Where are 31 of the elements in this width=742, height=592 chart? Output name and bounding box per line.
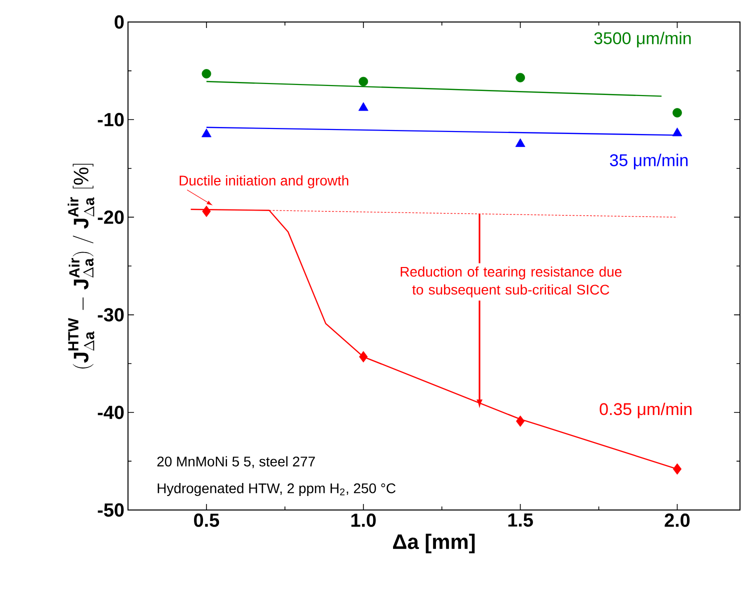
- y-tick-label: -30: [98, 308, 124, 322]
- point: [202, 128, 212, 138]
- y-axis-title: $\mathbf{(J}^{\mathbf{HTW}}_{\Delta\mathbf{a}}\mathbf{\ -\ J}^{\mathbf{Air}}_{\Delta\mathbf{a}}\mathbf{)\ /\ J}^{\mathbf{Air}}_{\Delta\mathbf{a}}\ \mathbf{[\%]}$: [68, 164, 94, 368]
- annotation: Reduction of tearing resistance due to subsequent sub-critical SICC: [400, 266, 622, 298]
- y-tick-label: -20: [98, 210, 124, 224]
- point: [672, 128, 682, 136]
- point: [358, 76, 368, 86]
- point: [202, 69, 212, 78]
- y-tick-label: -10: [98, 112, 124, 126]
- point: [202, 206, 211, 218]
- series-label: 35 μm/min: [610, 154, 688, 170]
- text: 0.35 μm/min: [600, 402, 692, 418]
- annotation: 20 MnMoNi 5 5, steel 277: [157, 456, 315, 468]
- point: [359, 351, 368, 362]
- annotation: Ductile initiation and growth: [180, 175, 348, 188]
- text: 3500 μm/min: [594, 32, 691, 48]
- y-tick-label: 0: [114, 15, 124, 29]
- point: [358, 102, 368, 111]
- x-tick-label: 1.0: [351, 514, 376, 527]
- point: [516, 416, 525, 427]
- x-tick-label: 1.5: [508, 514, 533, 527]
- point: [516, 72, 525, 82]
- point: [672, 108, 682, 118]
- x-axis-title: Δa [mm]: [393, 534, 475, 554]
- y-tick-label: -40: [98, 406, 124, 420]
- point: [515, 138, 526, 147]
- x-tick-label: 2.0: [664, 514, 690, 527]
- y-tick-label: -50: [98, 503, 124, 517]
- point: [672, 463, 682, 475]
- x-tick-label: 0.5: [194, 514, 220, 527]
- annotation: Hydrogenated HTW, 2 ppm H$_{2}$, 250 °C: [158, 483, 396, 496]
